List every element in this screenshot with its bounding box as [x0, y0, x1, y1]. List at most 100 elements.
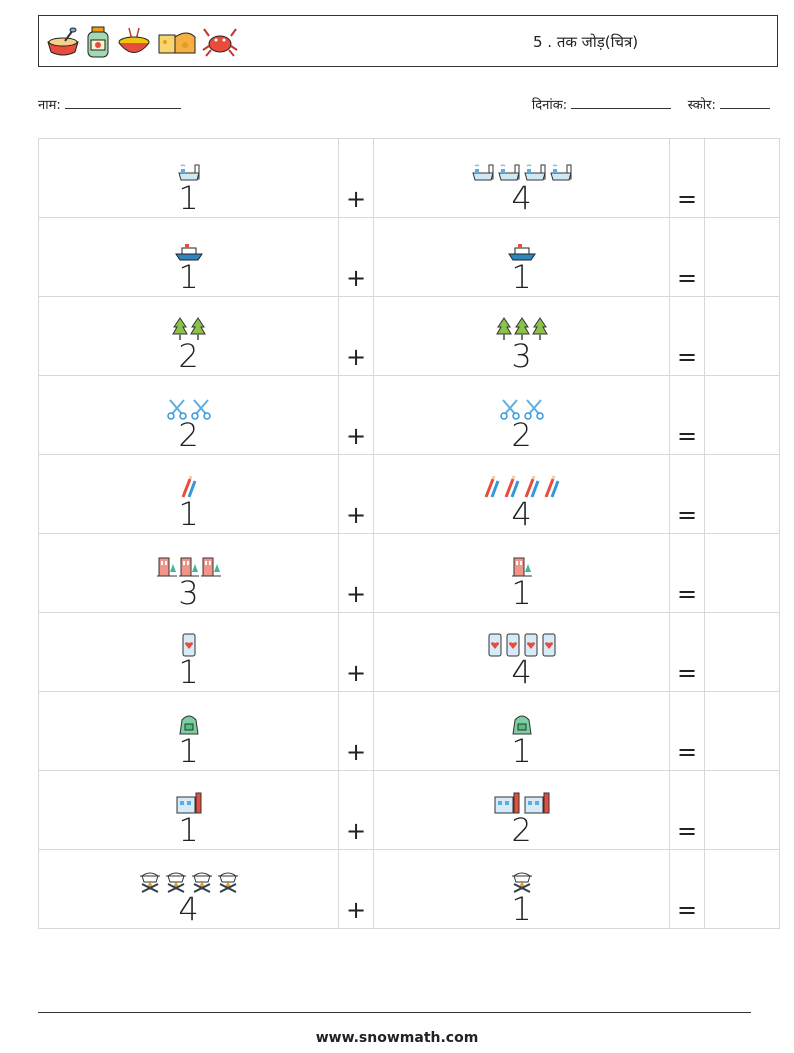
campfire-pot-icon — [138, 870, 162, 894]
pencils-icon — [523, 475, 541, 499]
tree-icon — [495, 317, 512, 341]
house-tree-icon — [200, 554, 221, 578]
house-tree-icon — [178, 554, 199, 578]
answer-cell[interactable] — [704, 691, 780, 771]
plus-sign: + — [338, 849, 374, 929]
answer-cell[interactable] — [704, 612, 780, 692]
operand-number: 2 — [178, 416, 199, 454]
operand-number: 3 — [178, 574, 199, 612]
campfire-pot-icon — [190, 870, 214, 894]
footer-divider — [38, 1012, 751, 1013]
bathtub-icon — [549, 163, 573, 183]
scissors-icon — [523, 398, 545, 420]
answer-cell[interactable] — [704, 454, 780, 534]
operand-number: 1 — [511, 890, 532, 928]
bathtub-icon — [471, 163, 495, 183]
operand-a-cell: 4 — [38, 849, 339, 929]
equals-sign: = — [669, 217, 705, 297]
picture-group — [511, 554, 532, 578]
date-blank[interactable] — [571, 96, 672, 109]
operand-a-cell: 3 — [38, 533, 339, 613]
operand-number: 1 — [511, 732, 532, 770]
operand-a-cell: 1 — [38, 138, 339, 218]
plus-sign: + — [338, 612, 374, 692]
plus-sign: + — [338, 375, 374, 455]
bathtub-icon — [177, 163, 201, 183]
plus-sign: + — [338, 691, 374, 771]
plus-sign: + — [338, 770, 374, 850]
building-icon — [523, 791, 551, 815]
operand-number: 1 — [178, 653, 199, 691]
answer-cell[interactable] — [704, 533, 780, 613]
operand-number: 1 — [511, 258, 532, 296]
backpack-icon — [176, 712, 202, 736]
operand-a-cell: 1 — [38, 612, 339, 692]
plus-sign: + — [338, 217, 374, 297]
operand-b-cell: 1 — [373, 217, 670, 297]
answer-cell[interactable] — [704, 296, 780, 376]
picture-group — [499, 398, 545, 420]
bathtub-icon — [523, 163, 547, 183]
equals-sign: = — [669, 849, 705, 929]
picture-group — [483, 475, 561, 499]
phone-heart-icon — [181, 633, 197, 657]
equals-sign: = — [669, 533, 705, 613]
picture-group — [176, 714, 202, 736]
pencils-icon — [483, 475, 501, 499]
equals-sign: = — [669, 138, 705, 218]
picture-group — [180, 475, 198, 499]
house-tree-icon — [156, 554, 177, 578]
campfire-pot-icon — [216, 870, 240, 894]
table-row: 2 +3 = — [38, 296, 780, 376]
operand-number: 4 — [511, 179, 532, 217]
operand-a-cell: 2 — [38, 375, 339, 455]
footer-url[interactable]: www.snowmath.com — [315, 1030, 479, 1046]
tree-icon — [513, 317, 530, 341]
tree-icon — [171, 317, 188, 341]
name-blank[interactable] — [64, 96, 181, 109]
equals-sign: = — [669, 296, 705, 376]
answer-cell[interactable] — [704, 770, 780, 850]
building-icon — [493, 791, 521, 815]
house-tree-icon — [511, 554, 532, 578]
operand-number: 1 — [511, 574, 532, 612]
table-row: 4 +1 = — [38, 849, 780, 929]
score-blank[interactable] — [720, 96, 770, 109]
building-icon — [175, 791, 203, 815]
operand-b-cell: 1 — [373, 533, 670, 613]
operand-b-cell: 1 — [373, 849, 670, 929]
answer-cell[interactable] — [704, 849, 780, 929]
operand-number: 1 — [178, 811, 199, 849]
answer-cell[interactable] — [704, 217, 780, 297]
answer-cell[interactable] — [704, 138, 780, 218]
noodle-bowl-icon — [115, 26, 153, 58]
pencils-icon — [180, 475, 198, 499]
table-row: 1 +1 = — [38, 217, 780, 297]
operand-number: 4 — [511, 653, 532, 691]
operand-number: 2 — [511, 416, 532, 454]
backpack-icon — [509, 712, 535, 736]
jam-jar-icon — [85, 25, 111, 59]
crab-icon — [201, 26, 239, 58]
table-row: 1 +4 = — [38, 138, 780, 218]
operand-a-cell: 1 — [38, 217, 339, 297]
operand-b-cell: 4 — [373, 612, 670, 692]
campfire-pot-icon — [164, 870, 188, 894]
operand-b-cell: 4 — [373, 138, 670, 218]
equals-sign: = — [669, 691, 705, 771]
picture-group — [171, 317, 206, 341]
operand-number: 2 — [511, 811, 532, 849]
header-box: 5 . तक जोड़(चित्र) — [38, 15, 778, 67]
operand-b-cell: 2 — [373, 375, 670, 455]
date-score-field: दिनांक: स्कोर: — [532, 95, 770, 113]
picture-group — [471, 161, 573, 183]
answer-cell[interactable] — [704, 375, 780, 455]
operand-number: 1 — [178, 495, 199, 533]
equals-sign: = — [669, 612, 705, 692]
phone-heart-icon — [541, 633, 557, 657]
bathtub-icon — [497, 163, 521, 183]
table-row: 1 +1 = — [38, 691, 780, 771]
picture-group — [166, 398, 212, 420]
pencils-icon — [543, 475, 561, 499]
operand-b-cell: 4 — [373, 454, 670, 534]
